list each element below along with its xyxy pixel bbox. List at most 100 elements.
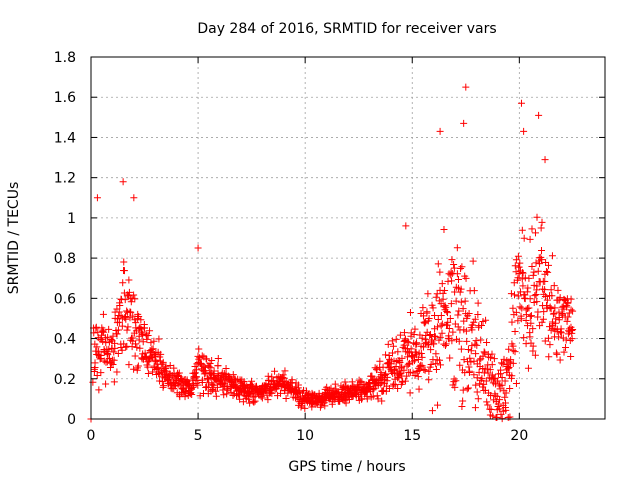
data-point [396, 359, 404, 367]
data-point [483, 365, 491, 373]
data-point [406, 359, 414, 367]
data-point [299, 386, 307, 394]
data-point [458, 263, 466, 271]
data-point [511, 327, 519, 335]
data-point [385, 384, 393, 392]
data-point [472, 350, 480, 358]
data-point [434, 316, 442, 324]
data-point [102, 339, 110, 347]
data-point [456, 288, 464, 296]
data-point [160, 382, 168, 390]
data-point [541, 286, 549, 294]
data-point [296, 388, 304, 396]
data-point [125, 276, 133, 284]
data-point [441, 302, 449, 310]
data-point [457, 264, 465, 272]
data-point [454, 323, 462, 331]
data-point [493, 413, 501, 421]
data-point [448, 256, 456, 264]
y-tick-label: 1.2 [54, 171, 76, 187]
data-point [389, 349, 397, 357]
data-point [414, 373, 422, 381]
data-point [198, 352, 206, 360]
data-point [518, 275, 526, 283]
data-point [458, 403, 466, 411]
data-point [509, 359, 517, 367]
data-point [533, 298, 541, 306]
data-point [462, 327, 470, 335]
data-point [497, 366, 505, 374]
data-point [159, 358, 167, 366]
y-tick-label: 1 [67, 211, 76, 227]
data-point [477, 336, 485, 344]
data-point [431, 312, 439, 320]
data-point [209, 386, 217, 394]
data-point [401, 377, 409, 385]
data-point [434, 260, 442, 268]
data-point [141, 349, 149, 357]
data-point [415, 385, 423, 393]
data-point [405, 339, 413, 347]
data-point [439, 295, 447, 303]
data-points [87, 83, 577, 423]
data-point [498, 374, 506, 382]
data-point [410, 330, 418, 338]
data-point [446, 315, 454, 323]
data-point [528, 225, 536, 233]
data-point [294, 388, 302, 396]
data-point [505, 363, 513, 371]
data-point [519, 269, 527, 277]
data-point [556, 356, 564, 364]
data-point [455, 307, 463, 315]
data-point [529, 325, 537, 333]
data-point [378, 397, 386, 405]
data-point [425, 367, 433, 375]
data-point [248, 377, 256, 385]
data-point [188, 390, 196, 398]
plot-frame [90, 56, 606, 420]
data-point [539, 315, 547, 323]
y-tick-label: 0 [67, 412, 76, 428]
data-point [127, 298, 135, 306]
data-point [281, 367, 289, 375]
data-point [114, 326, 122, 334]
data-point [494, 377, 502, 385]
data-point [294, 381, 302, 389]
data-point [496, 385, 504, 393]
data-point [291, 394, 299, 402]
data-point [544, 334, 552, 342]
data-point [511, 262, 519, 270]
data-point [502, 399, 510, 407]
data-point [538, 246, 546, 254]
data-point [498, 381, 506, 389]
y-axis-label: SRMTID / TECUs [6, 182, 22, 295]
data-point [436, 333, 444, 341]
data-point [394, 384, 402, 392]
data-point [133, 343, 141, 351]
data-point [99, 337, 107, 345]
data-point [522, 311, 530, 319]
data-point [470, 371, 478, 379]
data-point [146, 327, 154, 335]
data-point [206, 360, 214, 368]
data-point [526, 295, 534, 303]
data-point [400, 329, 408, 337]
data-point [514, 292, 522, 300]
data-point [518, 268, 526, 276]
data-point-peak [194, 244, 202, 252]
data-point [192, 379, 200, 387]
data-point [135, 336, 143, 344]
data-point [123, 307, 131, 315]
data-point [427, 361, 435, 369]
data-point [457, 285, 465, 293]
data-point [376, 357, 384, 365]
data-point [97, 369, 105, 377]
data-point [550, 309, 558, 317]
axis-ticks [90, 56, 605, 420]
data-point [499, 360, 507, 368]
data-point [467, 358, 475, 366]
data-point-peak [520, 127, 528, 135]
data-point [105, 325, 113, 333]
data-point [113, 330, 121, 338]
data-point [538, 256, 546, 264]
